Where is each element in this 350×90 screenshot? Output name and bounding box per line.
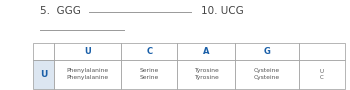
Bar — [55, 60, 121, 89]
Text: A: A — [203, 47, 210, 56]
Text: Tyrosine
Tyrosine: Tyrosine Tyrosine — [194, 68, 219, 80]
Bar — [177, 43, 235, 60]
Bar — [121, 43, 177, 60]
Bar — [121, 60, 177, 89]
Text: Serine
Serine: Serine Serine — [140, 68, 159, 80]
Text: Phenylalanine
Phenylalanine: Phenylalanine Phenylalanine — [67, 68, 109, 80]
Bar — [177, 60, 235, 89]
Bar — [33, 60, 55, 89]
Text: C: C — [146, 47, 153, 56]
Bar — [235, 43, 299, 60]
Bar — [235, 60, 299, 89]
Bar — [55, 43, 121, 60]
Bar — [33, 43, 55, 60]
Bar — [299, 43, 345, 60]
Text: Cysteine
Cysteine: Cysteine Cysteine — [254, 68, 280, 80]
Text: 10. UCG: 10. UCG — [201, 6, 244, 16]
Text: G: G — [264, 47, 271, 56]
Text: U
C: U C — [320, 69, 324, 80]
Text: 5.  GGG: 5. GGG — [40, 6, 81, 16]
Bar — [299, 60, 345, 89]
Text: U: U — [40, 70, 48, 79]
Text: U: U — [85, 47, 91, 56]
